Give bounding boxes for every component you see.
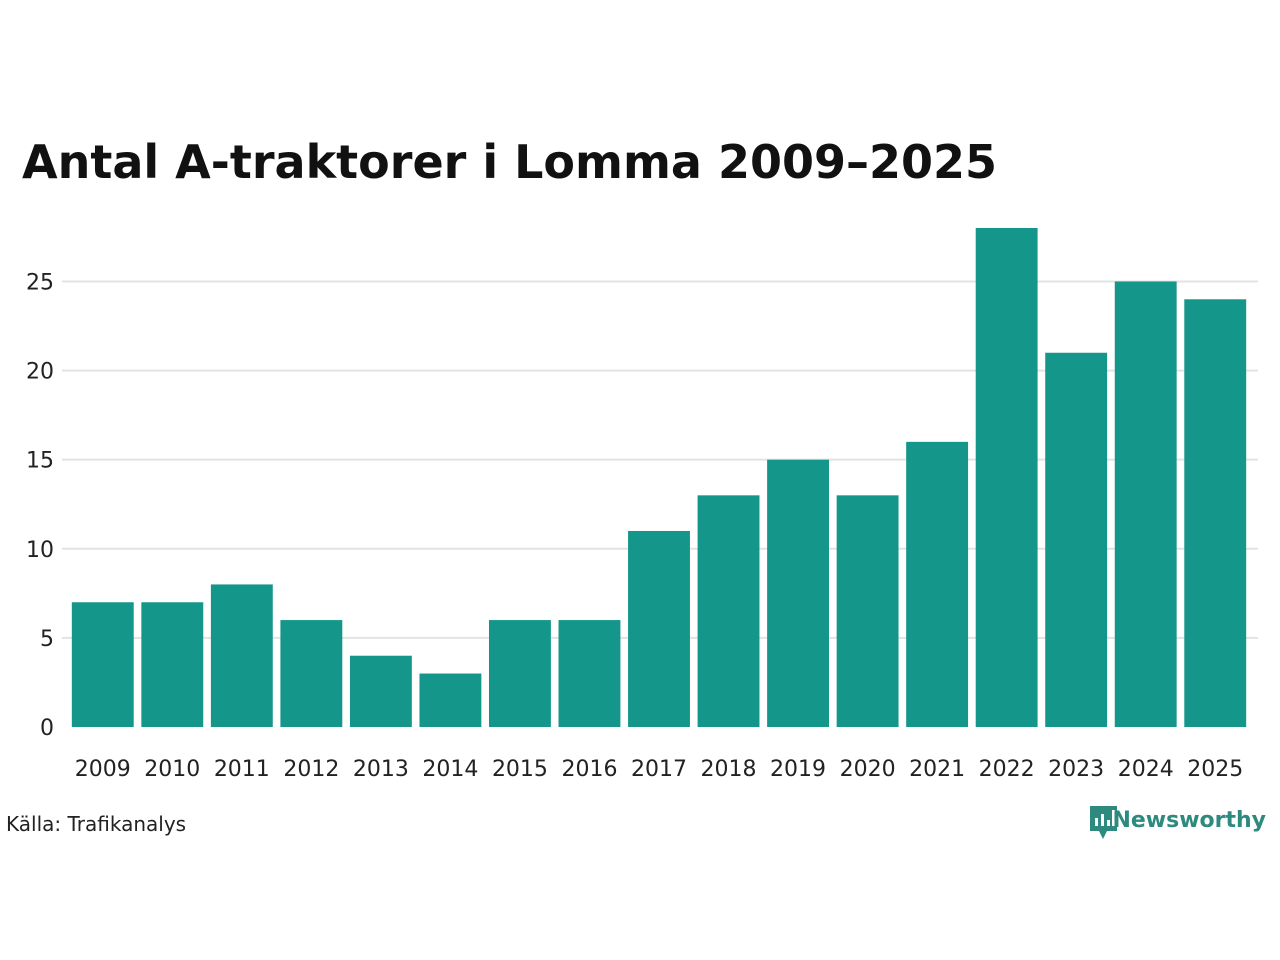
brand-logo[interactable]: Newsworthy [1090,806,1266,839]
x-tick-label-2025: 2025 [1187,757,1243,782]
x-tick-label-2016: 2016 [561,757,617,782]
newsworthy-logo-icon [1090,806,1117,839]
y-tick-label-10: 10 [26,538,54,563]
x-axis-ticks: 2009 2010 2011 2012 2013 2014 2015 2016 2017 2018… [75,757,1243,782]
bar-2023 [1045,352,1108,727]
x-tick-label-2009: 2009 [75,757,131,782]
bar-2025 [1184,299,1247,727]
y-axis-ticks: 0 5 10 15 20 25 [26,270,54,741]
x-tick-label-2024: 2024 [1118,757,1174,782]
x-tick-label-2019: 2019 [770,757,826,782]
bar-2010 [141,602,204,727]
chart-title: Antal A-traktorer i Lomma 2009–2025 [22,135,997,189]
x-tick-label-2013: 2013 [353,757,409,782]
x-tick-label-2010: 2010 [144,757,200,782]
y-tick-label-20: 20 [26,360,54,385]
bar-2019 [767,459,829,727]
x-tick-label-2020: 2020 [840,757,896,782]
x-tick-label-2017: 2017 [631,757,687,782]
bar-2011 [210,584,273,727]
y-tick-label-0: 0 [40,716,54,741]
y-tick-label-25: 25 [26,270,54,295]
x-tick-label-2023: 2023 [1048,757,1104,782]
source-label: Källa: Trafikanalys [6,812,186,836]
x-tick-label-2021: 2021 [909,757,965,782]
bar-2013 [349,655,412,727]
bar-2021 [906,441,969,727]
bar-2024 [1114,281,1177,727]
bar-2009 [71,602,134,727]
bars [71,228,1247,727]
x-tick-label-2012: 2012 [283,757,339,782]
x-tick-label-2014: 2014 [422,757,478,782]
bar-2018 [697,495,760,727]
bar-2022 [975,228,1038,727]
brand-name: Newsworthy [1112,808,1266,833]
bar-2015 [489,620,551,727]
bar-2012 [280,620,343,727]
bar-2017 [628,530,690,727]
bar-2016 [558,620,621,727]
bar-2020 [836,495,899,727]
x-tick-label-2011: 2011 [214,757,270,782]
x-tick-label-2022: 2022 [979,757,1035,782]
y-tick-label-5: 5 [40,627,54,652]
x-tick-label-2018: 2018 [701,757,757,782]
bar-2014 [419,673,482,727]
y-tick-label-15: 15 [26,449,54,474]
x-tick-label-2015: 2015 [492,757,548,782]
